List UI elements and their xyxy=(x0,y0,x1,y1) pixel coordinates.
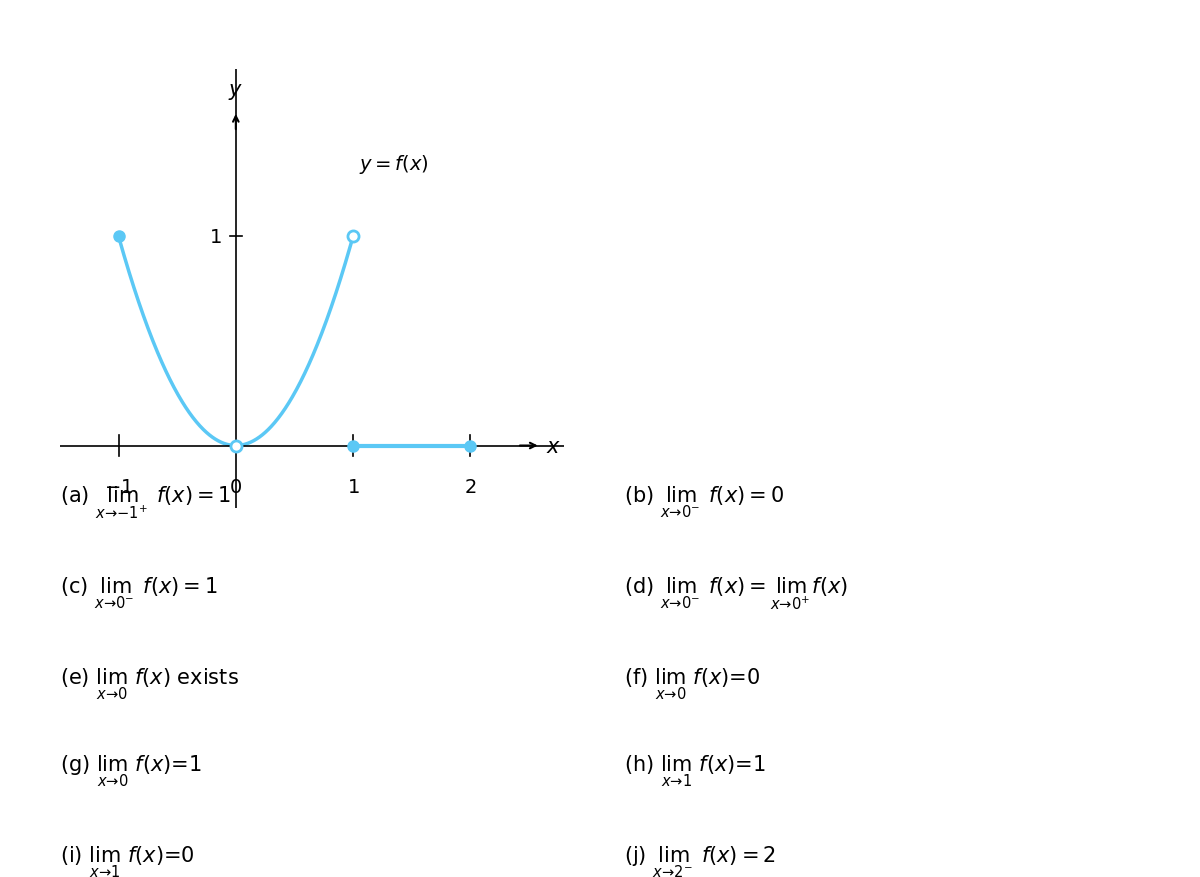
Text: $2$: $2$ xyxy=(464,477,476,496)
Text: $0$: $0$ xyxy=(229,477,242,496)
Text: (f) $\lim_{{x\to 0}}$ $f(x) = 0$: (f) $\lim_{{x\to 0}}$ $f(x) = 0$ xyxy=(624,667,760,701)
Text: (j) $\lim_{{x\to 2^{{-}}}}$ $f(x) = 2$: (j) $\lim_{{x\to 2^{{-}}}}$ $f(x) = 2$ xyxy=(624,844,775,877)
Text: (d) $\lim_{{x\to 0^{{-}}}}$ $f(x) = \lim_{{x\to 0^{{+}}}} f(x)$: (d) $\lim_{{x\to 0^{{-}}}}$ $f(x) = \lim… xyxy=(624,574,848,611)
Text: (c) $\lim_{{x\to 0^{{-}}}}$ $f(x) = 1$: (c) $\lim_{{x\to 0^{{-}}}}$ $f(x) = 1$ xyxy=(60,575,217,610)
Text: (g) $\lim_{{x\to 0}}$ $f(x) = 1$: (g) $\lim_{{x\to 0}}$ $f(x) = 1$ xyxy=(60,753,202,788)
Text: (b) $\lim_{{x\to 0^{{-}}}}$ $f(x) = 0$: (b) $\lim_{{x\to 0^{{-}}}}$ $f(x) = 0$ xyxy=(624,485,784,519)
Text: (i) $\lim_{{x\to 1}}$ $f(x) = 0$: (i) $\lim_{{x\to 1}}$ $f(x) = 0$ xyxy=(60,844,194,877)
Text: $x$: $x$ xyxy=(546,436,562,456)
Text: $1$: $1$ xyxy=(347,477,359,496)
Text: $y$: $y$ xyxy=(228,82,244,102)
Text: $y = f(x)$: $y = f(x)$ xyxy=(359,153,428,175)
Text: (h) $\lim_{{x\to 1}}$ $f(x) = 1$: (h) $\lim_{{x\to 1}}$ $f(x) = 1$ xyxy=(624,753,766,788)
Text: (a) $\lim_{{x\to -1^{{+}}}}$ $f(x) = 1$: (a) $\lim_{{x\to -1^{{+}}}}$ $f(x) = 1$ xyxy=(60,484,232,520)
Text: $1$: $1$ xyxy=(209,228,222,246)
Text: $-1$: $-1$ xyxy=(104,477,133,496)
Text: (e) $\lim_{{x\to 0}}$ $f(x)$ exists: (e) $\lim_{{x\to 0}}$ $f(x)$ exists xyxy=(60,667,239,701)
